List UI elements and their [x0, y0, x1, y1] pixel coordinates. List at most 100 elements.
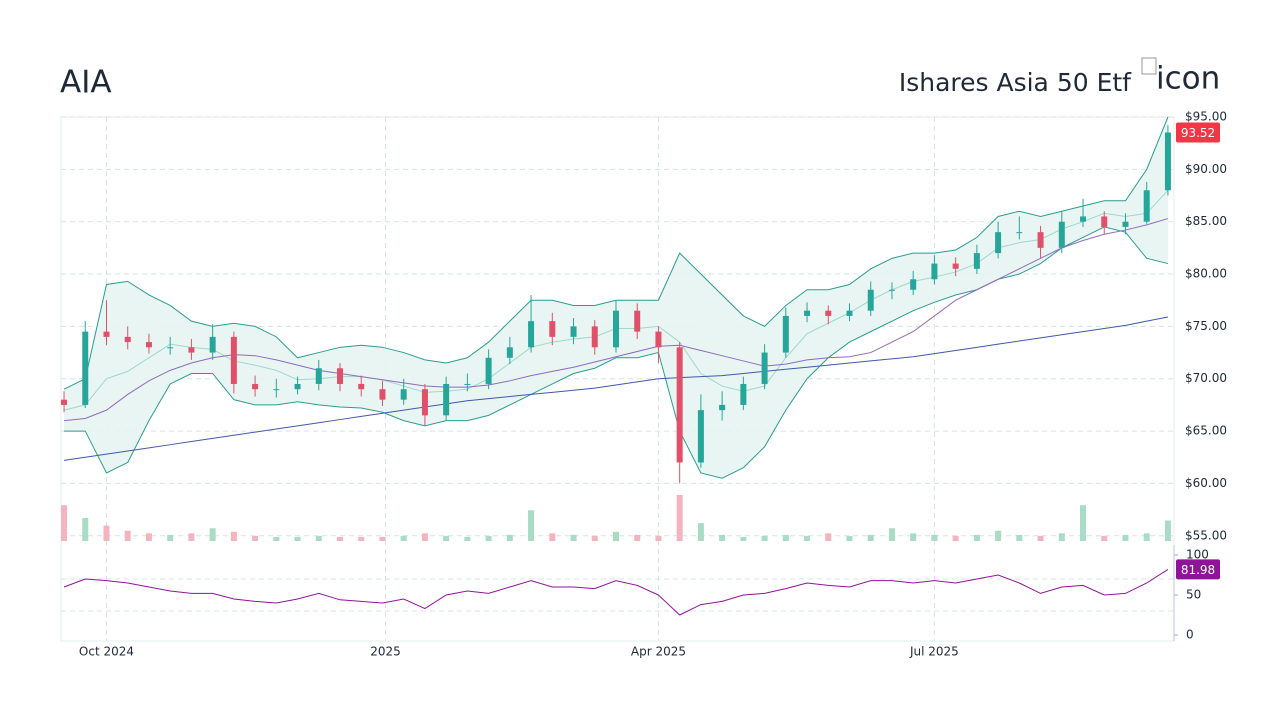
candle-body [867, 289, 874, 311]
band-fill [64, 117, 1168, 479]
candle-body [910, 279, 917, 290]
volume-bar [528, 510, 535, 541]
x-tick-label: Apr 2025 [631, 645, 686, 659]
candle-body [188, 347, 195, 353]
candle-body [294, 383, 301, 390]
volume-bar [888, 528, 895, 541]
volume-bar [82, 518, 89, 541]
candle-body [952, 263, 959, 269]
rsi-line [63, 568, 1169, 616]
rsi-tick-label: 0 [1186, 628, 1194, 642]
rsi-last: 81.98 [1181, 563, 1215, 577]
candle-body [1101, 216, 1108, 227]
y-tick-label: $70.00 [1185, 371, 1227, 385]
volume-bar [634, 534, 641, 541]
y-tick-label: $65.00 [1185, 424, 1227, 438]
volume-bar [337, 536, 344, 541]
ticker: AIA [60, 65, 112, 101]
volume-bar [485, 535, 492, 541]
candle-body [230, 336, 237, 384]
volume-bar [188, 533, 195, 541]
volume-bar [464, 536, 471, 541]
volume-bar [400, 535, 407, 541]
candle-body [931, 263, 938, 280]
x-tick-label: Jul 2025 [909, 645, 959, 659]
volume-bar [315, 535, 322, 541]
volume-bar [761, 535, 768, 541]
candle-body [485, 357, 492, 384]
volume-bar [740, 536, 747, 541]
y-tick-label: $95.00 [1185, 110, 1227, 124]
volume-bar [697, 523, 704, 541]
volume-bar [931, 534, 938, 541]
volume-bar [421, 533, 428, 541]
candle-body [103, 331, 110, 337]
candle-body [337, 368, 344, 384]
volume-bar [952, 535, 959, 541]
candle-body [1058, 221, 1065, 248]
volume-bar [782, 534, 789, 541]
volume-bar [358, 536, 365, 541]
volume-bar [719, 534, 726, 541]
volume-bar [230, 531, 237, 541]
candle-body [358, 383, 365, 390]
last-price: 93.52 [1181, 126, 1215, 140]
candle-body [740, 383, 747, 405]
volume-bar [1164, 520, 1171, 541]
volume-bar [252, 535, 259, 541]
candle-body [61, 399, 68, 405]
candle-body [676, 347, 683, 463]
candle-body [124, 336, 131, 343]
volume-bar [1122, 534, 1129, 541]
volume-bar [867, 534, 874, 541]
volume-bar [846, 535, 853, 541]
volume-bar [209, 528, 216, 541]
volume-bar [570, 534, 577, 541]
y-tick-label: $75.00 [1185, 319, 1227, 333]
candle-body [315, 368, 322, 384]
last-price-badge [1176, 122, 1220, 143]
candle-body [1016, 232, 1023, 234]
indicator-line [63, 218, 1169, 422]
volume-bar [167, 534, 174, 541]
volume-bar [145, 533, 152, 541]
candle-body [782, 315, 789, 353]
candle-body [1122, 221, 1129, 227]
x-tick-label: Oct 2024 [79, 645, 134, 659]
candle-body [846, 310, 853, 316]
y-tick-label: $60.00 [1185, 476, 1227, 490]
volume-bar [1080, 505, 1087, 541]
candle-body [570, 326, 577, 337]
candle-body [506, 347, 513, 358]
y-tick-label: $85.00 [1185, 214, 1227, 228]
candle-body [804, 310, 811, 316]
volume-bar [379, 536, 386, 541]
icon-alt: icon [1156, 61, 1220, 97]
volume-bar [549, 533, 556, 541]
rsi-badge [1176, 559, 1220, 580]
volume-bar [1037, 535, 1044, 541]
candle-body [549, 321, 556, 337]
candle-body [443, 383, 450, 416]
volume-bar [591, 535, 598, 541]
broken-icon [1141, 57, 1157, 75]
candle-body [1143, 190, 1150, 222]
volume-bar [103, 525, 110, 541]
volume-bar [124, 530, 131, 541]
volume-bar [655, 535, 662, 541]
volume-bar [910, 533, 917, 541]
rsi-tick-label: 100 [1186, 548, 1209, 562]
fund-name: Ishares Asia 50 Etf [899, 68, 1132, 97]
candle-body [634, 310, 641, 332]
volume-bar [612, 531, 619, 541]
volume-bar [443, 535, 450, 541]
volume-bar [506, 534, 513, 541]
candle-body [761, 352, 768, 384]
volume-bar [1143, 533, 1150, 541]
volume-bar [825, 533, 832, 541]
candle-body [379, 389, 386, 400]
candle-body [1164, 132, 1171, 191]
volume-bar [1016, 534, 1023, 541]
candle-body [252, 383, 259, 390]
